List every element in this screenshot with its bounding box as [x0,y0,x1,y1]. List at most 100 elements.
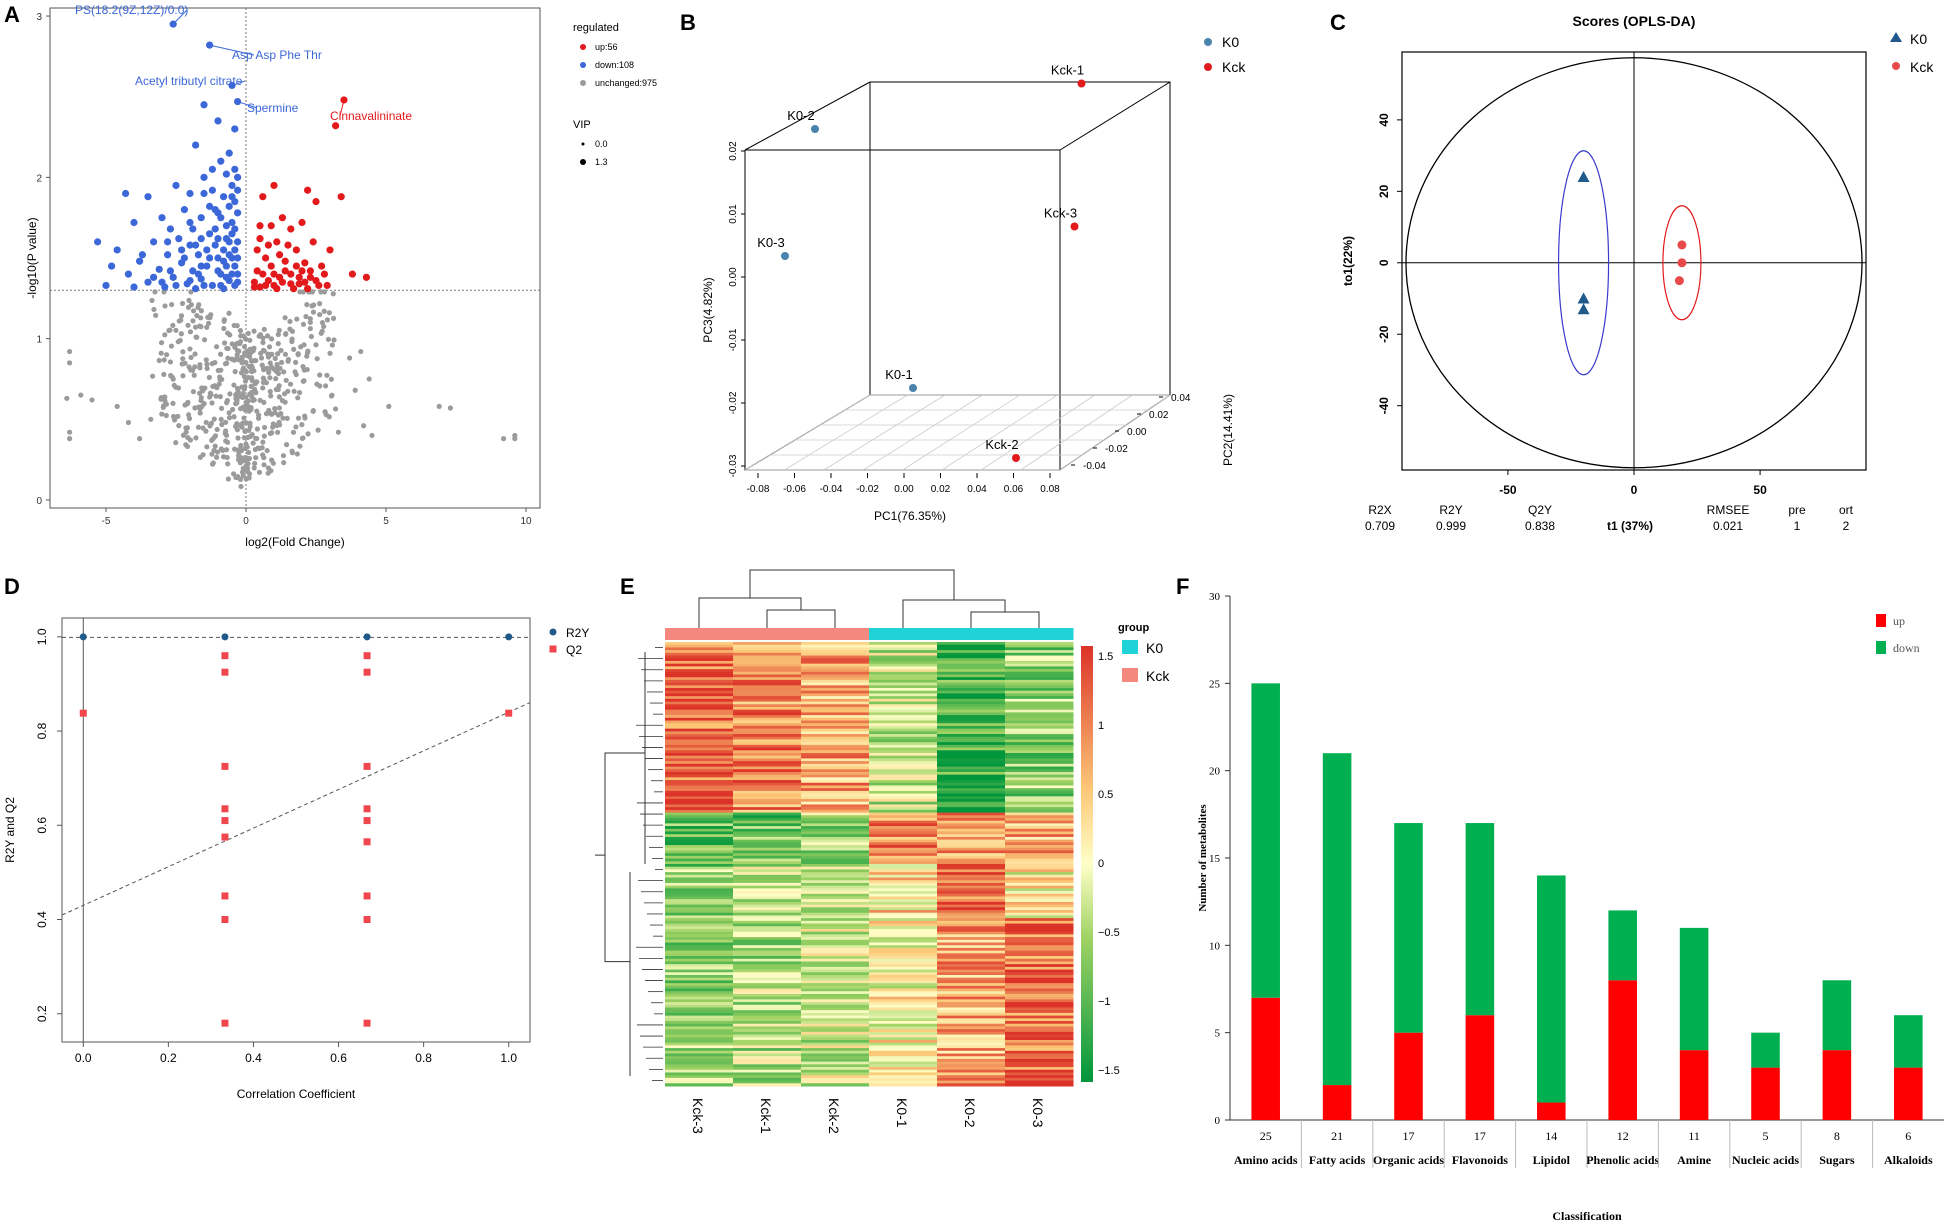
unchanged-point [310,309,317,315]
heatmap-cell [937,942,1006,946]
heatmap-cell [801,901,870,906]
legend-label: Q2 [566,643,582,657]
down-point [206,230,214,238]
heatmap-cell [665,704,734,708]
heatmap-cell [869,1007,938,1011]
heatmap-cell [801,831,870,835]
heatmap-cell [1005,693,1074,697]
heatmap-cell [869,817,938,822]
category-total: 17 [1403,1129,1415,1143]
heatmap-cell [801,788,870,792]
unchanged-point [193,435,199,441]
heatmap-cell [937,1083,1006,1087]
heatmap-cell [1005,677,1074,681]
heatmap-cell [1005,918,1074,922]
heatmap-cell [665,1048,734,1052]
heatmap-cell [937,882,1006,887]
confidence-ellipse [1405,57,1863,469]
box-edge [744,81,871,151]
heatmap-cell [869,1053,938,1057]
heatmap-cell [869,926,938,930]
heatmap-cell [733,980,802,984]
unchanged-point [198,308,204,314]
heatmap-cell [733,780,802,784]
heatmap-cell [869,1045,938,1049]
heatmap-cell [1005,769,1074,773]
unchanged-point [276,394,282,400]
heatmap-cell [1005,679,1074,684]
unchanged-point [269,430,275,436]
category-total: 21 [1331,1129,1343,1143]
heatmap-cell [937,647,1006,651]
heatmap-cell [733,1058,802,1063]
unchanged-point [285,356,292,363]
unchanged-point [67,360,73,366]
heatmap-cell [869,739,938,743]
unchanged-point [259,445,265,451]
heatmap-cell [733,961,802,965]
heatmap-cell [1005,674,1074,678]
heatmap-cell [869,761,938,765]
heatmap-cell [937,907,1006,911]
heatmap-cell [1005,709,1074,713]
heatmap-cell [937,950,1006,954]
unchanged-point [175,339,181,345]
heatmap-cell [665,720,734,724]
permutation-test-plot: 0.0 0.2 0.4 0.6 0.8 1.00.20.40.60.81.0Correla… [3,617,589,1101]
heatmap-cell [869,731,938,735]
x-tick-label: 0.4 [245,1051,262,1065]
stats-header: ort [1839,503,1854,517]
unchanged-point [260,439,266,445]
down-point [228,181,236,190]
unchanged-point [295,352,301,358]
legend-marker [549,628,557,636]
legend-label: down [1893,641,1920,655]
legend-label: Kck [1146,668,1170,684]
unchanged-point [229,406,236,413]
heatmap-cell [801,999,870,1003]
heatmap-cell [1005,706,1074,711]
heatmap-cell [733,1010,802,1014]
up-point [253,267,261,275]
heatmap-cell [665,1042,734,1046]
unchanged-point [261,348,267,354]
down-point [214,117,222,125]
annotation-leader [339,99,345,117]
heatmap-cell [937,901,1006,906]
heatmap-cell [801,885,870,889]
down-point [175,235,183,243]
heatmap-cell [1005,980,1074,984]
heatmap-cell [937,850,1006,854]
unchanged-point [196,302,202,308]
up-point [295,273,303,281]
heatmap-cell [733,834,802,838]
heatmap-cell [801,1083,870,1087]
group-ellipse-kck [1662,205,1702,321]
heatmap-cell [937,1023,1006,1027]
up-point [323,281,331,290]
unchanged-point [204,324,210,330]
heatmap-cell [937,983,1006,987]
heatmap-cell [869,1077,938,1082]
down-point [197,235,205,243]
heatmap-cell [869,947,938,952]
down-point [200,173,208,181]
heatmap-cell [1005,899,1074,903]
up-point [298,267,306,275]
unchanged-point [158,340,165,346]
heatmap-cell [869,961,938,965]
heatmap-cell [665,790,734,795]
y-tick-label: 0 [1377,259,1391,266]
heatmap-cell [801,988,870,992]
heatmap-cell [1005,828,1074,833]
heatmap-cell [1005,839,1074,843]
unchanged-point [248,383,254,389]
heatmap-cell [1005,939,1074,944]
heatmap-cell [1005,996,1074,1000]
heatmap-cell [1005,853,1074,857]
heatmap-cell [733,799,802,803]
heatmap-cell [801,712,870,716]
heatmap-cell [869,988,938,992]
legend-marker [1892,62,1900,70]
heatmap-cell [869,717,938,722]
